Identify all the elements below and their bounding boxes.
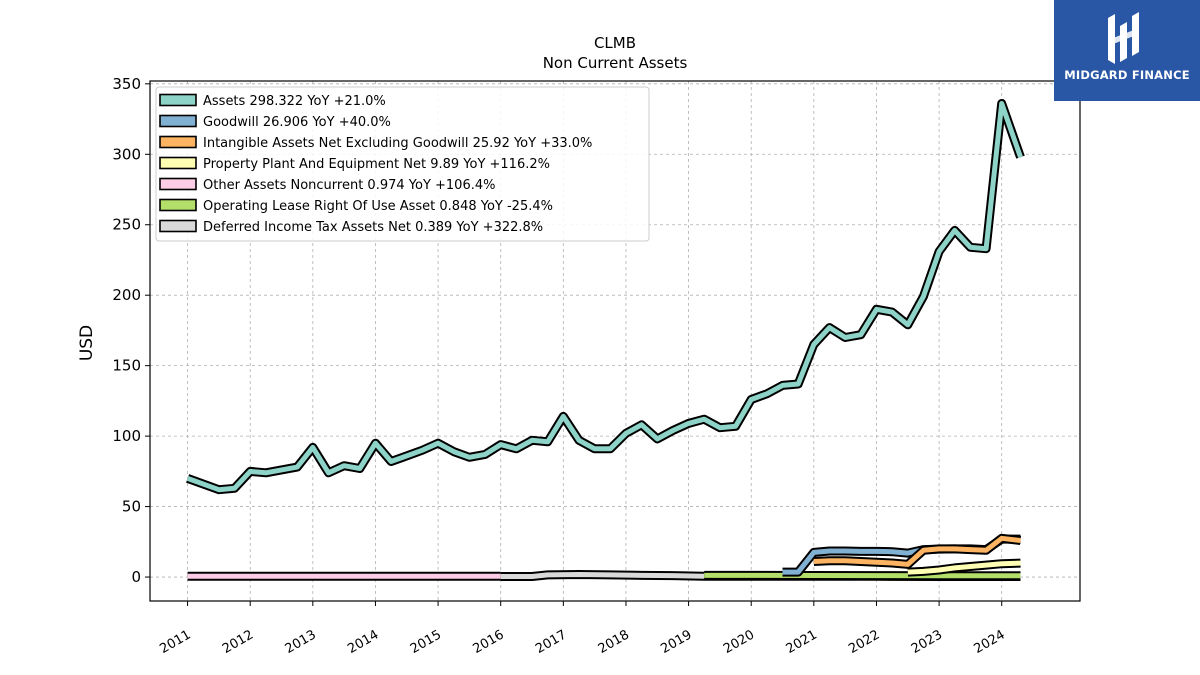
y-tick-label: 100	[112, 427, 141, 445]
x-tick-label: 2024	[972, 627, 1008, 657]
x-tick-label: 2016	[471, 627, 507, 657]
legend: Assets 298.322 YoY +21.0% Goodwill 26.906…	[155, 86, 650, 242]
x-tick-label: 2018	[596, 627, 632, 657]
legend-swatch	[159, 135, 197, 149]
x-tick-label: 2012	[220, 627, 256, 657]
series-line	[186, 101, 1023, 493]
x-tick-label: 2017	[533, 627, 569, 657]
chart-title: CLMB	[594, 34, 636, 52]
y-tick-label: 150	[112, 357, 141, 375]
legend-label: Goodwill 26.906 YoY +40.0%	[203, 115, 391, 130]
x-tick-label: 2014	[345, 627, 381, 657]
series-layer	[186, 99, 1025, 581]
plot-frame	[149, 80, 1081, 602]
brand-name: MIDGARD FINANCE	[1064, 68, 1190, 82]
legend-swatch	[159, 156, 197, 170]
legend-label: Assets 298.322 YoY +21.0%	[203, 94, 386, 109]
x-tick-label: 2023	[909, 627, 945, 657]
x-tick-label: 2015	[408, 627, 444, 657]
series-2	[813, 533, 1022, 569]
series-3	[907, 558, 1021, 577]
legend-box	[155, 86, 650, 242]
x-tick-label: 2021	[784, 627, 820, 657]
logo-mark-icon	[1108, 12, 1139, 64]
x-tick-label: 2022	[846, 627, 882, 657]
series-0	[186, 99, 1025, 495]
legend-label: Intangible Assets Net Excluding Goodwill…	[203, 136, 592, 151]
legend-label: Deferred Income Tax Assets Net 0.389 YoY…	[203, 220, 543, 235]
series-line	[907, 560, 1021, 575]
legend-label: Operating Lease Right Of Use Asset 0.848…	[203, 199, 553, 214]
x-tick-label: 2020	[721, 627, 757, 657]
legend-label: Other Assets Noncurrent 0.974 YoY +106.4…	[203, 178, 495, 193]
series-line	[813, 535, 1021, 567]
legend-swatch	[159, 219, 197, 233]
x-tick-label: 2019	[658, 627, 694, 657]
legend-label: Property Plant And Equipment Net 9.89 Yo…	[203, 157, 550, 172]
brand-logo: MIDGARD FINANCE	[1054, 0, 1200, 101]
y-axis-label: USD	[77, 325, 97, 361]
y-tick-label: 50	[122, 498, 141, 516]
chart-subtitle: Non Current Assets	[543, 54, 688, 72]
legend-swatch	[159, 114, 197, 128]
x-tick-label: 2013	[283, 627, 319, 657]
legend-swatch	[159, 93, 197, 107]
legend-swatch	[159, 177, 197, 191]
y-tick-label: 0	[131, 568, 141, 586]
legend-swatch	[159, 198, 197, 212]
y-tick-label: 250	[112, 216, 141, 234]
x-tick-label: 2011	[157, 627, 193, 657]
y-tick-label: 350	[112, 75, 141, 93]
y-tick-label: 300	[112, 145, 141, 163]
y-tick-label: 200	[112, 286, 141, 304]
